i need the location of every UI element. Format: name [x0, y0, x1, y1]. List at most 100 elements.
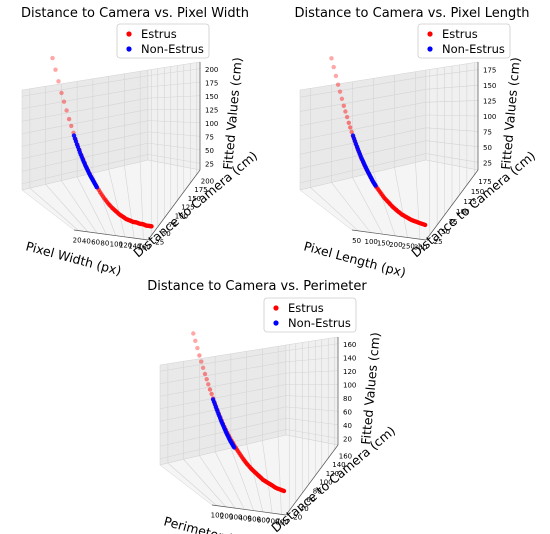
z-axis-label: Fitted Values (cm): [220, 57, 245, 171]
x-tick-label: 250: [402, 242, 415, 250]
legend-label: Non-Estrus: [442, 42, 505, 56]
x-tick-label: 500: [248, 515, 261, 523]
grid-z: [21, 108, 201, 135]
z-tick-label: 75: [205, 133, 214, 141]
x-tick-label: 300: [229, 514, 242, 522]
data-point: [204, 377, 209, 382]
data-point: [61, 99, 67, 104]
grid-x: [415, 71, 421, 240]
grid-z: [21, 68, 201, 97]
grid-x: [167, 363, 217, 506]
data-point: [348, 125, 353, 130]
legend-marker: [427, 46, 433, 52]
grid-z: [21, 142, 201, 172]
data-point: [56, 79, 61, 84]
legend-label: Estrus: [442, 27, 478, 41]
grid-z: [159, 370, 339, 397]
y-tick-label: 25: [434, 238, 443, 246]
z-tick-label: 160: [343, 341, 356, 349]
grid-z: [299, 114, 479, 141]
x-tick-label: 140: [128, 242, 141, 250]
grid-x: [29, 88, 79, 231]
data-point: [373, 183, 378, 188]
data-point: [344, 114, 350, 120]
y-tick-label: 125: [463, 198, 476, 206]
data-point: [59, 90, 64, 96]
legend-marker: [126, 31, 132, 37]
y-tick-label: 40: [300, 505, 309, 513]
data-point: [200, 365, 206, 370]
x-tick-label: 200: [389, 241, 402, 249]
z-tick-label: 60: [343, 408, 352, 416]
grid-z: [21, 95, 201, 122]
y-tick-label: 100: [456, 208, 469, 216]
chart-title: Distance to Camera vs. Perimeter: [147, 279, 367, 294]
z-tick-label: 125: [205, 106, 218, 114]
data-point: [337, 89, 343, 94]
grid-z: [21, 131, 201, 160]
data-point: [193, 338, 198, 343]
pane-right: [285, 336, 339, 446]
z-axis-label: Fitted Values (cm): [358, 332, 383, 446]
z-tick-label: 25: [483, 159, 492, 167]
grid-z: [159, 343, 339, 372]
data-point: [331, 64, 336, 70]
grid-x: [246, 351, 264, 512]
x-tick-label: 300: [414, 244, 427, 252]
legend-box: [116, 23, 210, 59]
grid-x: [45, 86, 89, 233]
data-point: [66, 116, 72, 122]
series-non-estrus: [71, 133, 100, 190]
grid-x: [214, 356, 245, 510]
legend-marker: [273, 320, 279, 326]
grid-x: [124, 73, 135, 239]
y-tick-label: 75: [168, 221, 177, 229]
z-tick-label: 140: [343, 354, 356, 362]
y-tick-label: 20: [293, 514, 302, 522]
z-tick-label: 25: [205, 160, 214, 168]
data-point: [197, 353, 202, 358]
z-tick-label: 150: [483, 82, 496, 90]
grid-x: [262, 348, 273, 514]
x-axis-line: [351, 229, 427, 241]
grid-z: [21, 154, 201, 185]
legend-box: [263, 297, 357, 333]
z-tick-label: 150: [205, 93, 218, 101]
legend-marker: [427, 31, 433, 37]
z-tick-label: 40: [343, 422, 352, 430]
y-tick-label: 100: [175, 212, 188, 220]
data-point: [94, 185, 100, 190]
data-point: [149, 224, 154, 229]
data-point: [209, 391, 214, 397]
data-point: [335, 82, 341, 87]
y-axis-line: [425, 169, 479, 241]
pane-right: [147, 61, 201, 171]
x-axis-line: [73, 229, 149, 241]
data-point: [207, 387, 213, 392]
z-tick-label: 80: [343, 395, 352, 403]
grid-z: [159, 383, 339, 410]
legend-label: Non-Estrus: [288, 316, 351, 330]
y-tick-label: 50: [162, 230, 171, 238]
z-tick-label: 120: [343, 368, 356, 376]
z-tick-label: 100: [205, 120, 218, 128]
grid-x: [373, 78, 396, 236]
y-tick-label: 160: [339, 452, 352, 460]
subplot-1: 20 40 60 80 10012014016025507510012515017520…: [21, 55, 260, 278]
y-tick-label: 175: [194, 186, 207, 194]
x-tick-label: 600: [257, 516, 270, 524]
series-non-estrus: [210, 397, 237, 450]
x-tick-label: 200: [220, 513, 233, 521]
legend-label: Non-Estrus: [141, 42, 204, 56]
y-axis-line: [285, 444, 339, 516]
grid-x: [310, 88, 359, 232]
y-tick-label: 200: [201, 177, 214, 185]
legend-label: Estrus: [288, 301, 324, 315]
grid-z: [159, 417, 339, 447]
y-tick-label: 125: [181, 204, 194, 212]
x-axis-line: [211, 504, 287, 516]
legend-label: Estrus: [141, 27, 177, 41]
